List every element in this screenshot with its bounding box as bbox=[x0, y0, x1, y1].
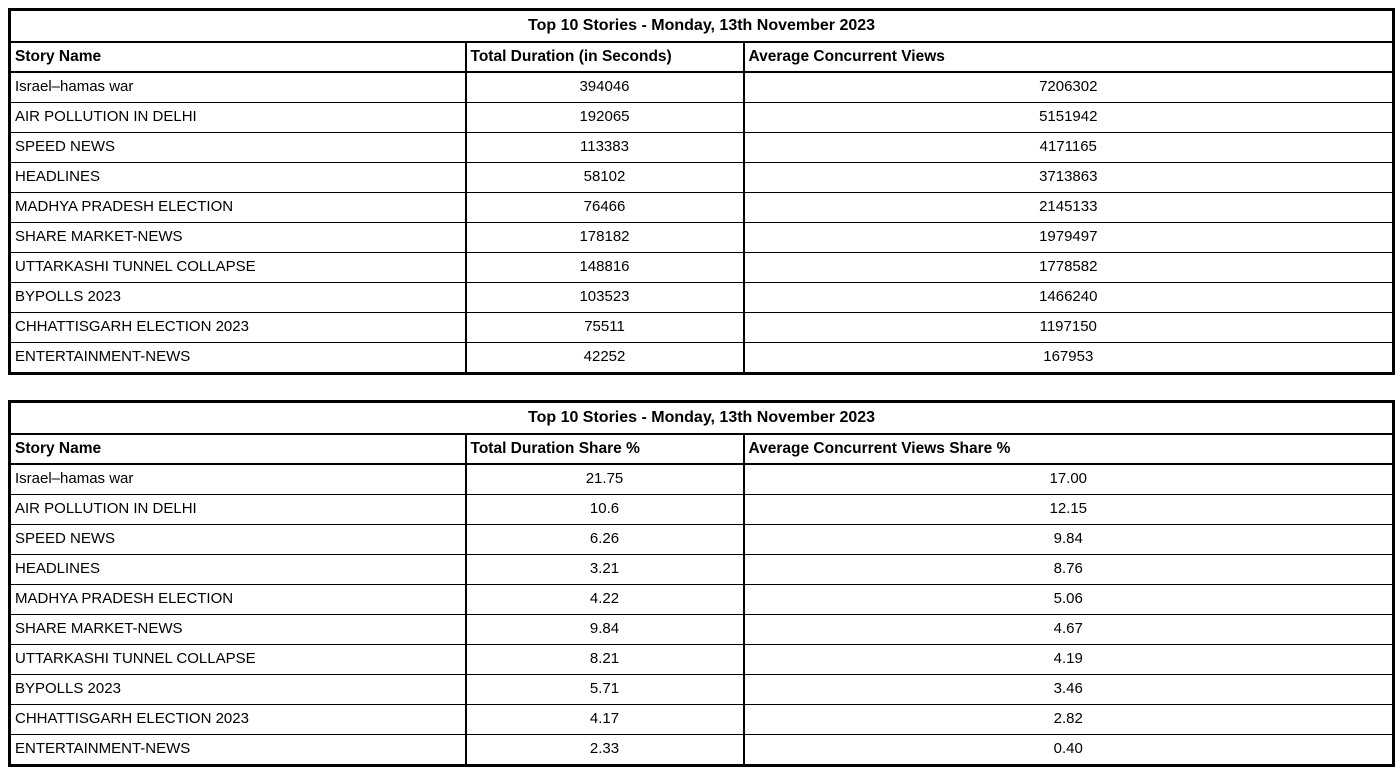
table-row: MADHYA PRADESH ELECTION 76466 2145133 bbox=[9, 192, 1394, 223]
story-name-cell: HEADLINES bbox=[9, 162, 466, 193]
views-cell: 8.76 bbox=[742, 554, 1394, 585]
story-name-cell: Israel–hamas war bbox=[9, 464, 466, 495]
story-name-cell: AIR POLLUTION IN DELHI bbox=[9, 494, 466, 525]
table-1-body: Top 10 Stories - Monday, 13th November 2… bbox=[9, 9, 1394, 374]
table-2-body: Top 10 Stories - Monday, 13th November 2… bbox=[9, 401, 1394, 766]
views-cell: 1979497 bbox=[742, 222, 1394, 253]
story-name-cell: MADHYA PRADESH ELECTION bbox=[9, 584, 466, 615]
table-row: UTTARKASHI TUNNEL COLLAPSE 148816 1778582 bbox=[9, 252, 1394, 283]
table-row: HEADLINES 58102 3713863 bbox=[9, 162, 1394, 193]
table-row: SHARE MARKET-NEWS 9.84 4.67 bbox=[9, 614, 1394, 645]
duration-cell: 21.75 bbox=[464, 464, 744, 495]
duration-cell: 4.17 bbox=[464, 704, 744, 735]
story-name-cell: UTTARKASHI TUNNEL COLLAPSE bbox=[9, 644, 466, 675]
table-row: MADHYA PRADESH ELECTION 4.22 5.06 bbox=[9, 584, 1394, 615]
table-title: Top 10 Stories - Monday, 13th November 2… bbox=[9, 401, 1394, 435]
duration-cell: 3.21 bbox=[464, 554, 744, 585]
table-row: ENTERTAINMENT-NEWS 2.33 0.40 bbox=[9, 734, 1394, 766]
duration-cell: 10.6 bbox=[464, 494, 744, 525]
column-header-views: Average Concurrent Views bbox=[742, 42, 1394, 73]
duration-cell: 2.33 bbox=[464, 734, 744, 766]
table-row: Israel–hamas war 21.75 17.00 bbox=[9, 464, 1394, 495]
views-cell: 3713863 bbox=[742, 162, 1394, 193]
table-row: Israel–hamas war 394046 7206302 bbox=[9, 72, 1394, 103]
table-row: HEADLINES 3.21 8.76 bbox=[9, 554, 1394, 585]
table-row: CHHATTISGARH ELECTION 2023 75511 1197150 bbox=[9, 312, 1394, 343]
table-header-row: Story Name Total Duration (in Seconds) Ave… bbox=[9, 42, 1394, 73]
story-name-cell: SHARE MARKET-NEWS bbox=[9, 222, 466, 253]
table-title: Top 10 Stories - Monday, 13th November 2… bbox=[9, 9, 1394, 43]
table-row: SPEED NEWS 6.26 9.84 bbox=[9, 524, 1394, 555]
table-row: BYPOLLS 2023 103523 1466240 bbox=[9, 282, 1394, 313]
duration-cell: 6.26 bbox=[464, 524, 744, 555]
table-row: AIR POLLUTION IN DELHI 192065 5151942 bbox=[9, 102, 1394, 133]
table-row: UTTARKASHI TUNNEL COLLAPSE 8.21 4.19 bbox=[9, 644, 1394, 675]
views-cell: 1197150 bbox=[742, 312, 1394, 343]
duration-cell: 75511 bbox=[464, 312, 744, 343]
views-cell: 1466240 bbox=[742, 282, 1394, 313]
duration-cell: 192065 bbox=[464, 102, 744, 133]
views-cell: 2145133 bbox=[742, 192, 1394, 223]
views-cell: 5.06 bbox=[742, 584, 1394, 615]
views-cell: 9.84 bbox=[742, 524, 1394, 555]
views-cell: 4.19 bbox=[742, 644, 1394, 675]
story-name-cell: CHHATTISGARH ELECTION 2023 bbox=[9, 704, 466, 735]
duration-cell: 76466 bbox=[464, 192, 744, 223]
story-name-cell: BYPOLLS 2023 bbox=[9, 674, 466, 705]
duration-cell: 8.21 bbox=[464, 644, 744, 675]
views-cell: 7206302 bbox=[742, 72, 1394, 103]
duration-cell: 42252 bbox=[464, 342, 744, 374]
column-header-duration: Total Duration (in Seconds) bbox=[464, 42, 744, 73]
story-name-cell: ENTERTAINMENT-NEWS bbox=[9, 342, 466, 374]
story-name-cell: SHARE MARKET-NEWS bbox=[9, 614, 466, 645]
views-cell: 12.15 bbox=[742, 494, 1394, 525]
table-row: AIR POLLUTION IN DELHI 10.6 12.15 bbox=[9, 494, 1394, 525]
table-row: ENTERTAINMENT-NEWS 42252 167953 bbox=[9, 342, 1394, 374]
views-cell: 3.46 bbox=[742, 674, 1394, 705]
duration-cell: 58102 bbox=[464, 162, 744, 193]
page: { "tables": [ { "title": "Top 10 Stories… bbox=[8, 8, 1396, 767]
duration-cell: 394046 bbox=[464, 72, 744, 103]
duration-cell: 148816 bbox=[464, 252, 744, 283]
duration-cell: 178182 bbox=[464, 222, 744, 253]
views-cell: 0.40 bbox=[742, 734, 1394, 766]
views-cell: 1778582 bbox=[742, 252, 1394, 283]
story-name-cell: MADHYA PRADESH ELECTION bbox=[9, 192, 466, 223]
table-row: SHARE MARKET-NEWS 178182 1979497 bbox=[9, 222, 1394, 253]
story-name-cell: BYPOLLS 2023 bbox=[9, 282, 466, 313]
table-title-row: Top 10 Stories - Monday, 13th November 2… bbox=[9, 401, 1394, 435]
story-name-cell: UTTARKASHI TUNNEL COLLAPSE bbox=[9, 252, 466, 283]
story-name-cell: HEADLINES bbox=[9, 554, 466, 585]
story-name-cell: CHHATTISGARH ELECTION 2023 bbox=[9, 312, 466, 343]
duration-cell: 9.84 bbox=[464, 614, 744, 645]
column-header-duration: Total Duration Share % bbox=[464, 434, 744, 465]
views-cell: 4.67 bbox=[742, 614, 1394, 645]
story-name-cell: SPEED NEWS bbox=[9, 524, 466, 555]
table-header-row: Story Name Total Duration Share % Average … bbox=[9, 434, 1394, 465]
views-cell: 2.82 bbox=[742, 704, 1394, 735]
table-row: CHHATTISGARH ELECTION 2023 4.17 2.82 bbox=[9, 704, 1394, 735]
views-cell: 167953 bbox=[742, 342, 1394, 374]
views-cell: 17.00 bbox=[742, 464, 1394, 495]
table-title-row: Top 10 Stories - Monday, 13th November 2… bbox=[9, 9, 1394, 43]
story-name-cell: Israel–hamas war bbox=[9, 72, 466, 103]
spreadsheet-area: Top 10 Stories - Monday, 13th November 2… bbox=[8, 8, 1396, 767]
views-cell: 5151942 bbox=[742, 102, 1394, 133]
column-header-views: Average Concurrent Views Share % bbox=[742, 434, 1394, 465]
top-stories-table-share: Top 10 Stories - Monday, 13th November 2… bbox=[8, 400, 1396, 767]
table-row: SPEED NEWS 113383 4171165 bbox=[9, 132, 1394, 163]
table-row: BYPOLLS 2023 5.71 3.46 bbox=[9, 674, 1394, 705]
story-name-cell: ENTERTAINMENT-NEWS bbox=[9, 734, 466, 766]
views-cell: 4171165 bbox=[742, 132, 1394, 163]
duration-cell: 5.71 bbox=[464, 674, 744, 705]
story-name-cell: AIR POLLUTION IN DELHI bbox=[9, 102, 466, 133]
duration-cell: 103523 bbox=[464, 282, 744, 313]
duration-cell: 113383 bbox=[464, 132, 744, 163]
column-header-story-name: Story Name bbox=[9, 42, 466, 73]
top-stories-table-absolute: Top 10 Stories - Monday, 13th November 2… bbox=[8, 8, 1396, 375]
story-name-cell: SPEED NEWS bbox=[9, 132, 466, 163]
column-header-story-name: Story Name bbox=[9, 434, 466, 465]
duration-cell: 4.22 bbox=[464, 584, 744, 615]
